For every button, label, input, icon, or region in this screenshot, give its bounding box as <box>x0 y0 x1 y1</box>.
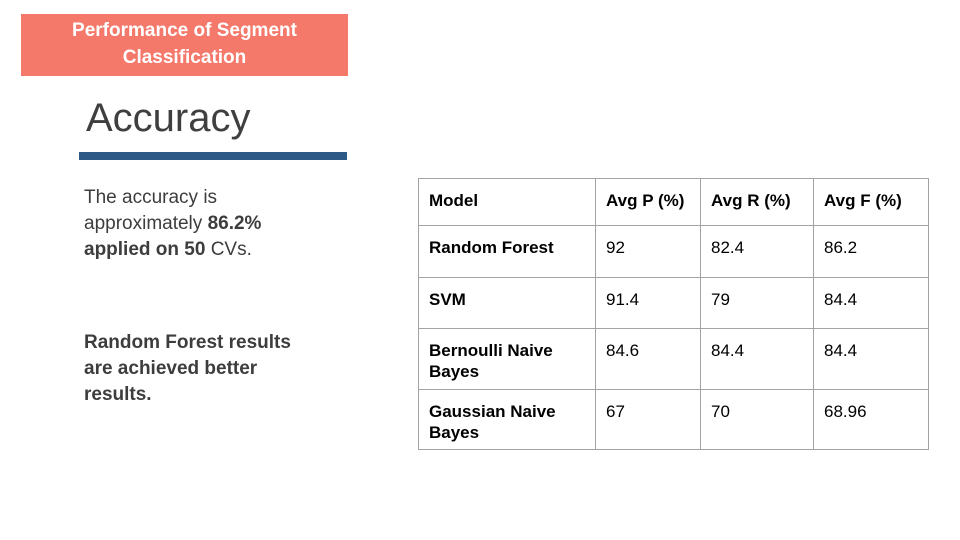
cell-avg-r: 79 <box>700 277 814 329</box>
cell-avg-f: 84.4 <box>813 277 929 329</box>
column-header-avg-r: Avg R (%) <box>700 178 814 226</box>
cell-avg-f: 84.4 <box>813 328 929 390</box>
column-header-model: Model <box>418 178 596 226</box>
cell-avg-r: 82.4 <box>700 225 814 278</box>
table-header-row: Model Avg P (%) Avg R (%) Avg F (%) <box>418 178 929 226</box>
table-row: Gaussian Naive Bayes 67 70 68.96 <box>418 388 929 450</box>
cell-avg-r: 84.4 <box>700 328 814 390</box>
column-header-avg-p: Avg P (%) <box>595 178 701 226</box>
body-text-bold: 86.2% applied on 50 <box>84 213 262 260</box>
column-header-avg-f: Avg F (%) <box>813 178 929 226</box>
body-text-normal: CVs. <box>205 239 252 260</box>
body-text-secondary: Random Forest results are achieved bette… <box>84 332 291 405</box>
cell-model: SVM <box>418 277 596 329</box>
title-underline <box>79 152 347 160</box>
cell-model: Random Forest <box>418 225 596 278</box>
cell-avg-p: 67 <box>595 388 701 450</box>
cell-avg-p: 84.6 <box>595 328 701 390</box>
cell-avg-p: 91.4 <box>595 277 701 329</box>
table-row: Random Forest 92 82.4 86.2 <box>418 225 929 278</box>
body-text-normal: The accuracy is approximately <box>84 187 218 234</box>
body-text-primary: The accuracy is approximately 86.2% appl… <box>84 185 316 263</box>
cell-model: Gaussian Naive Bayes <box>418 388 596 450</box>
table-row: SVM 91.4 79 84.4 <box>418 277 929 329</box>
cell-model: Bernoulli Naive Bayes <box>418 328 596 390</box>
cell-avg-p: 92 <box>595 225 701 278</box>
slide-title: Accuracy <box>86 96 251 140</box>
cell-avg-f: 68.96 <box>813 388 929 450</box>
results-table: Model Avg P (%) Avg R (%) Avg F (%) Rand… <box>418 178 929 450</box>
cell-avg-r: 70 <box>700 388 814 450</box>
cell-avg-f: 86.2 <box>813 225 929 278</box>
section-header-badge: Performance of Segment Classification <box>21 14 348 76</box>
table-row: Bernoulli Naive Bayes 84.6 84.4 84.4 <box>418 328 929 390</box>
